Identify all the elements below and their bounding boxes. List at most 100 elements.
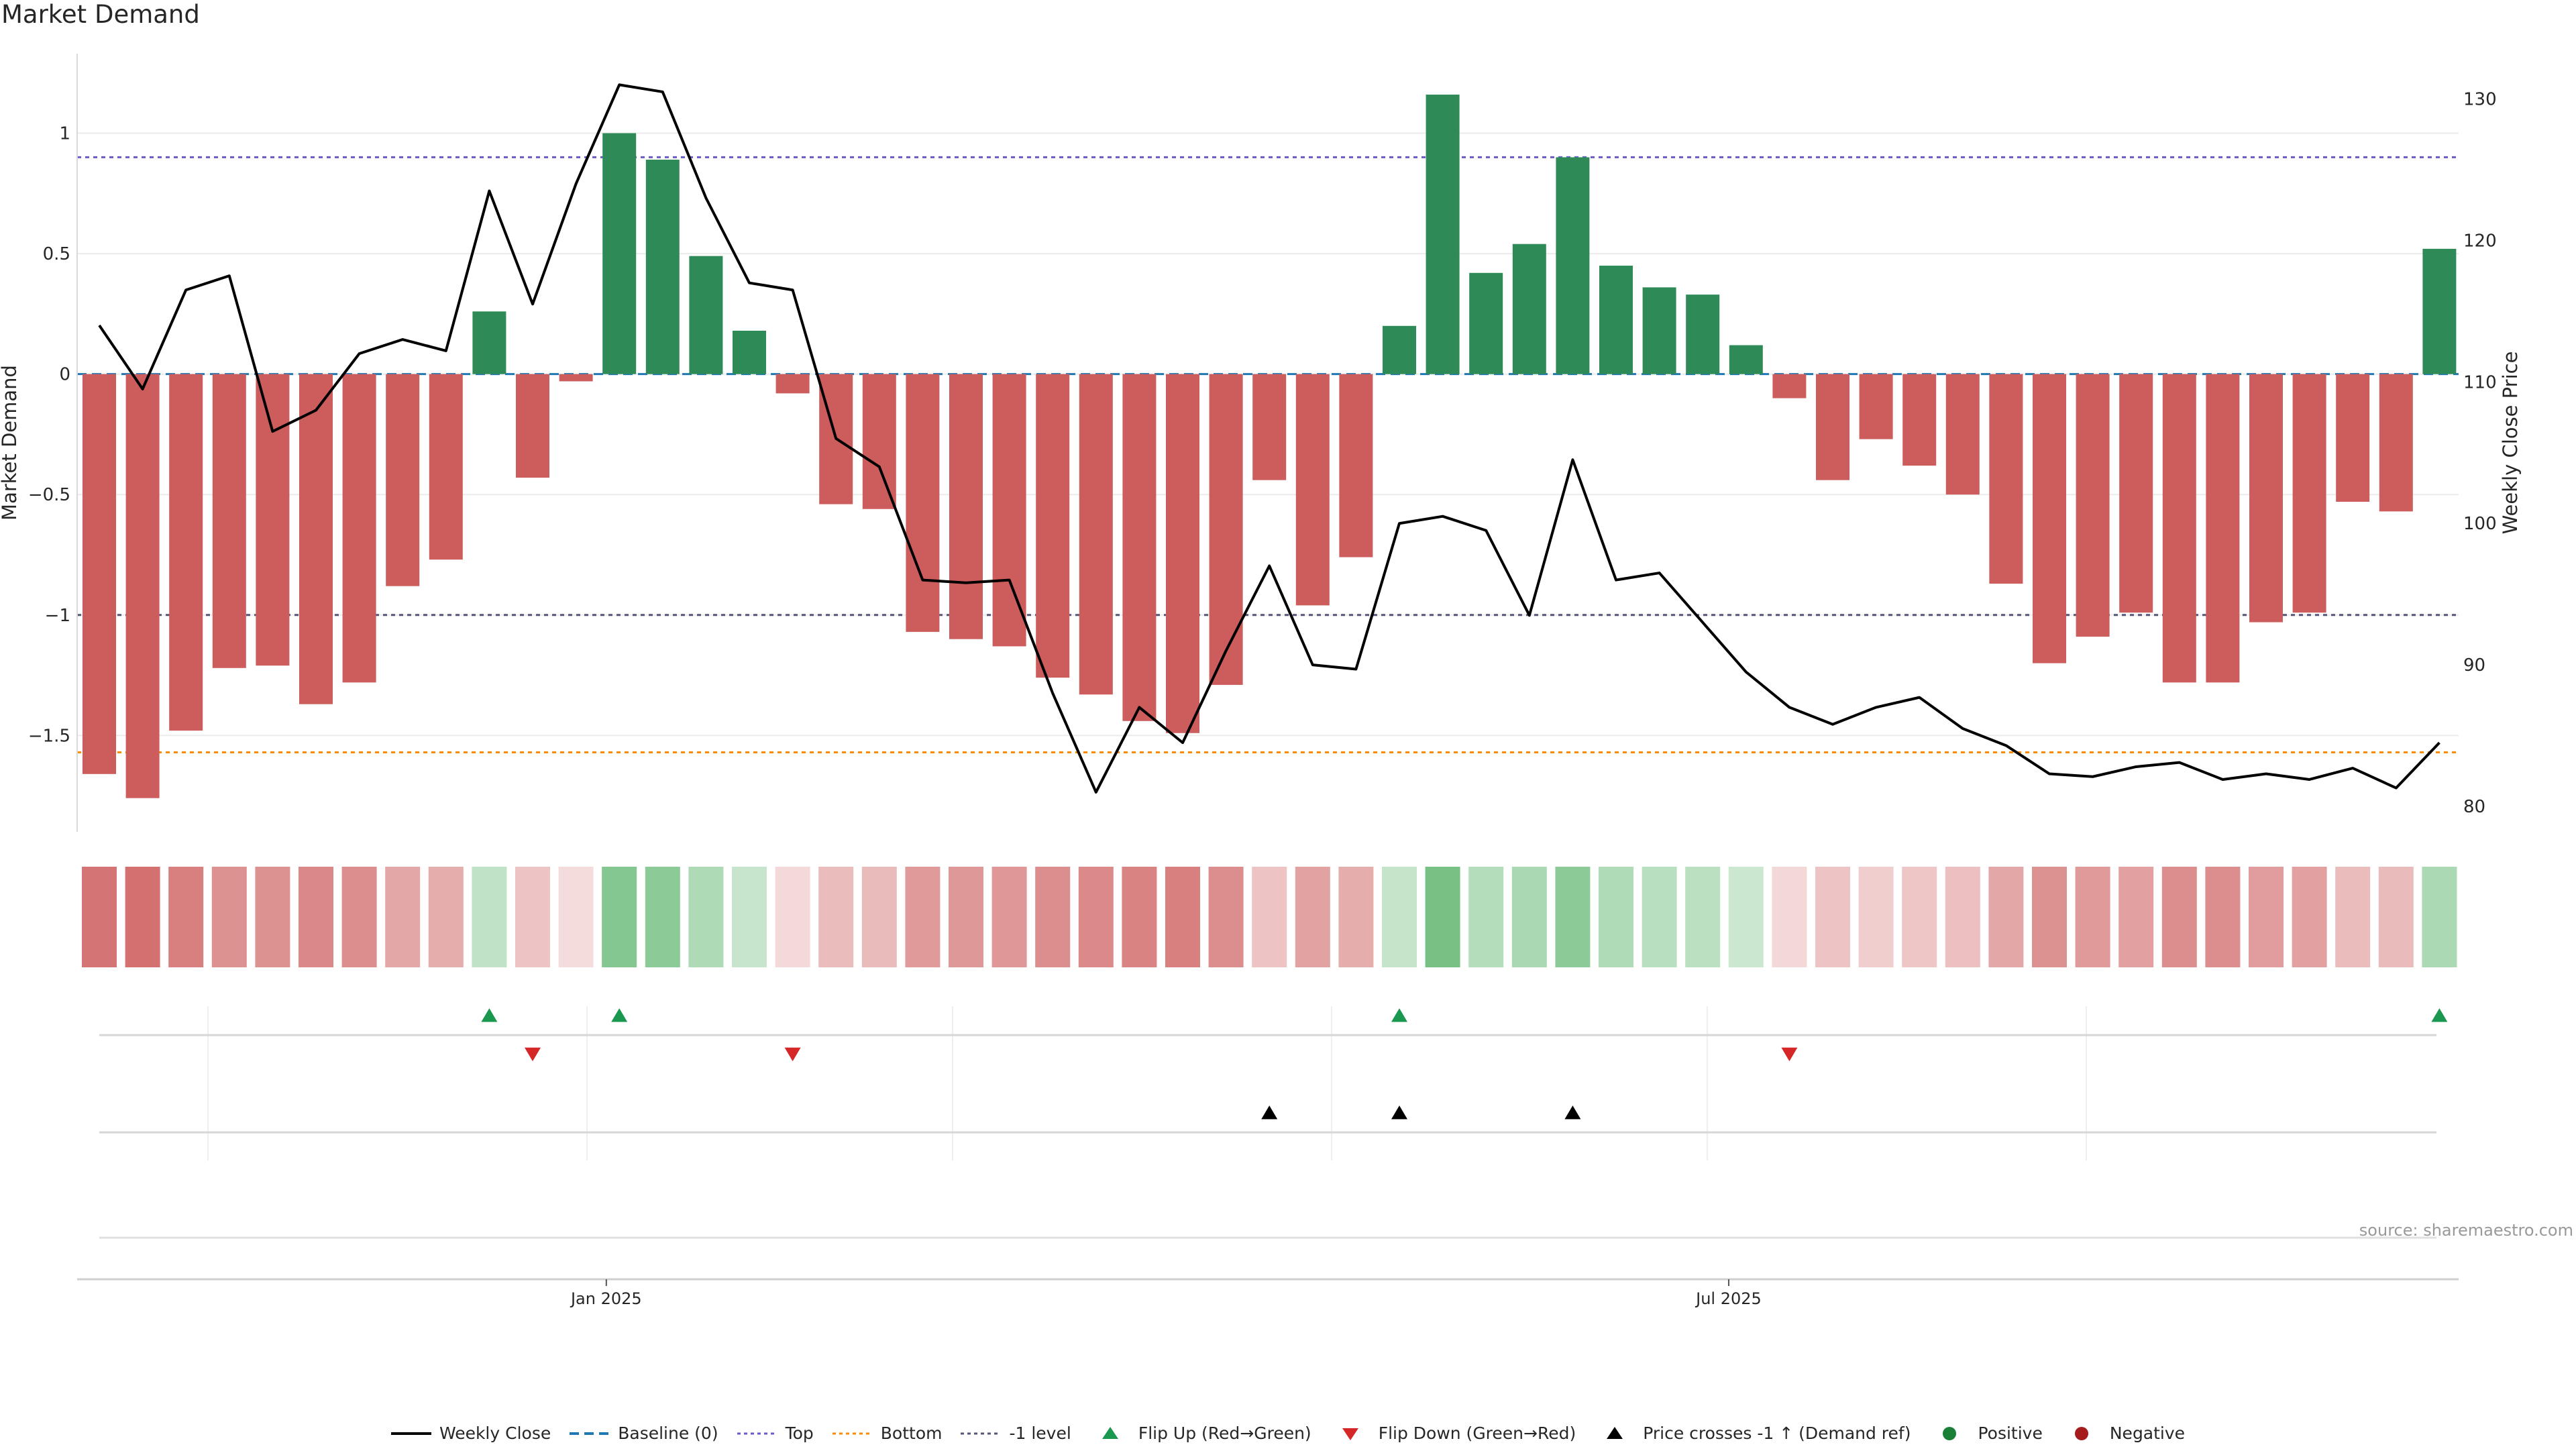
demand-bar <box>862 374 896 509</box>
demand-bar <box>1512 244 1546 374</box>
heat-cell <box>1295 867 1330 967</box>
flip-up-marker <box>1391 1008 1407 1022</box>
x-tick-label: Jan 2025 <box>570 1289 642 1308</box>
legend-item-negative: Negative <box>2061 1424 2185 1443</box>
y-axis-label: Market Demand <box>0 365 21 521</box>
demand-bar <box>472 311 506 374</box>
heat-cell <box>2075 867 2110 967</box>
event-markers <box>99 1006 2448 1239</box>
flip-up-marker <box>481 1008 498 1022</box>
demand-bar <box>1079 374 1113 695</box>
heat-cell <box>1945 867 1980 967</box>
x-axis: Jan 2025 Jul 2025 <box>77 1278 2459 1308</box>
demand-bar <box>775 374 810 394</box>
heat-cell <box>1252 867 1287 967</box>
legend-label: Flip Down (Green→Red) <box>1378 1424 1576 1443</box>
heat-cell <box>688 867 724 967</box>
flip-down-marker <box>784 1047 801 1061</box>
demand-bar <box>559 374 593 382</box>
heat-cell <box>775 867 810 967</box>
heat-cell <box>818 867 854 967</box>
demand-bar <box>1599 266 1633 374</box>
heat-cell <box>428 867 464 967</box>
legend-label: -1 level <box>1009 1424 1071 1443</box>
demand-bar <box>2033 374 2066 663</box>
legend-item-baseline: Baseline (0) <box>570 1424 718 1443</box>
heat-cell <box>1165 867 1200 967</box>
demand-bar <box>1989 374 2023 584</box>
demand-bar <box>1859 374 1893 439</box>
heat-cell <box>1642 867 1677 967</box>
demand-bar <box>256 374 290 666</box>
demand-bar <box>1295 374 1330 606</box>
legend-swatch-flip-down <box>1330 1427 1371 1440</box>
y-tick-label: 1 <box>59 124 70 144</box>
legend-item-minus-one: -1 level <box>961 1424 1071 1443</box>
demand-bar <box>125 374 160 798</box>
heat-cell <box>602 867 637 967</box>
demand-bar <box>2206 374 2240 683</box>
chart-title: Market Demand <box>1 0 200 29</box>
heat-cell <box>1382 867 1417 967</box>
flip-down-marker <box>1781 1047 1798 1061</box>
heat-cell <box>1555 867 1591 967</box>
heat-cell <box>2378 867 2414 967</box>
demand-bar <box>1036 374 1070 678</box>
heat-cell <box>949 867 983 967</box>
heat-cell <box>472 867 507 967</box>
legend-item-positive: Positive <box>1929 1424 2043 1443</box>
heat-cell <box>905 867 941 967</box>
legend-item-top: Top <box>737 1424 814 1443</box>
heat-cell <box>1468 867 1504 967</box>
price-cross-marker <box>1261 1106 1278 1120</box>
heat-cell <box>125 867 160 967</box>
demand-bar <box>1945 374 1980 495</box>
heat-cell <box>1035 867 1071 967</box>
demand-bar <box>689 256 723 374</box>
heat-cell <box>2032 867 2067 967</box>
demand-bar <box>1556 157 1590 374</box>
legend-swatch-negative <box>2061 1426 2102 1440</box>
flip-down-marker <box>525 1047 541 1061</box>
y-tick-label: 0.5 <box>43 244 70 264</box>
demand-bar <box>386 374 420 586</box>
x-tick-label: Jul 2025 <box>1695 1289 1762 1308</box>
y2-tick-label: 120 <box>2463 231 2497 251</box>
legend-item-flip-down: Flip Down (Green→Red) <box>1330 1424 1576 1443</box>
legend-swatch-positive <box>1929 1426 1970 1440</box>
y2-axis-label: Weekly Close Price <box>2499 352 2522 535</box>
demand-bar <box>169 374 203 731</box>
heat-cell <box>1425 867 1460 967</box>
heat-cell <box>1685 867 1721 967</box>
heat-cell <box>1511 867 1547 967</box>
demand-bar <box>1383 325 1416 374</box>
heat-cell <box>515 867 550 967</box>
demand-bar <box>906 374 940 632</box>
heat-cell <box>1122 867 1157 967</box>
demand-bar <box>2119 374 2153 613</box>
heat-strip <box>82 867 2457 967</box>
y2-tick-label: 90 <box>2463 655 2485 676</box>
legend-swatch-top <box>737 1427 777 1440</box>
heat-cell <box>558 867 594 967</box>
heat-cell <box>1338 867 1374 967</box>
price-cross-marker <box>1564 1106 1581 1120</box>
legend-swatch-minus-one <box>961 1427 1002 1440</box>
heat-cell <box>385 867 421 967</box>
demand-bar <box>429 374 463 560</box>
demand-bar <box>1122 374 1157 721</box>
demand-bar <box>83 374 116 774</box>
heat-cell <box>341 867 377 967</box>
heat-cell <box>2292 867 2327 967</box>
demand-bar <box>1642 287 1676 374</box>
heat-cell <box>1078 867 1114 967</box>
heat-cell <box>1858 867 1894 967</box>
demand-bar <box>949 374 983 639</box>
demand-bar <box>2422 248 2457 374</box>
demand-bar <box>299 374 333 704</box>
heat-cell <box>645 867 680 967</box>
heat-cell <box>991 867 1027 967</box>
heat-cell <box>1988 867 2024 967</box>
heat-cell <box>2118 867 2154 967</box>
heat-cell <box>2249 867 2284 967</box>
